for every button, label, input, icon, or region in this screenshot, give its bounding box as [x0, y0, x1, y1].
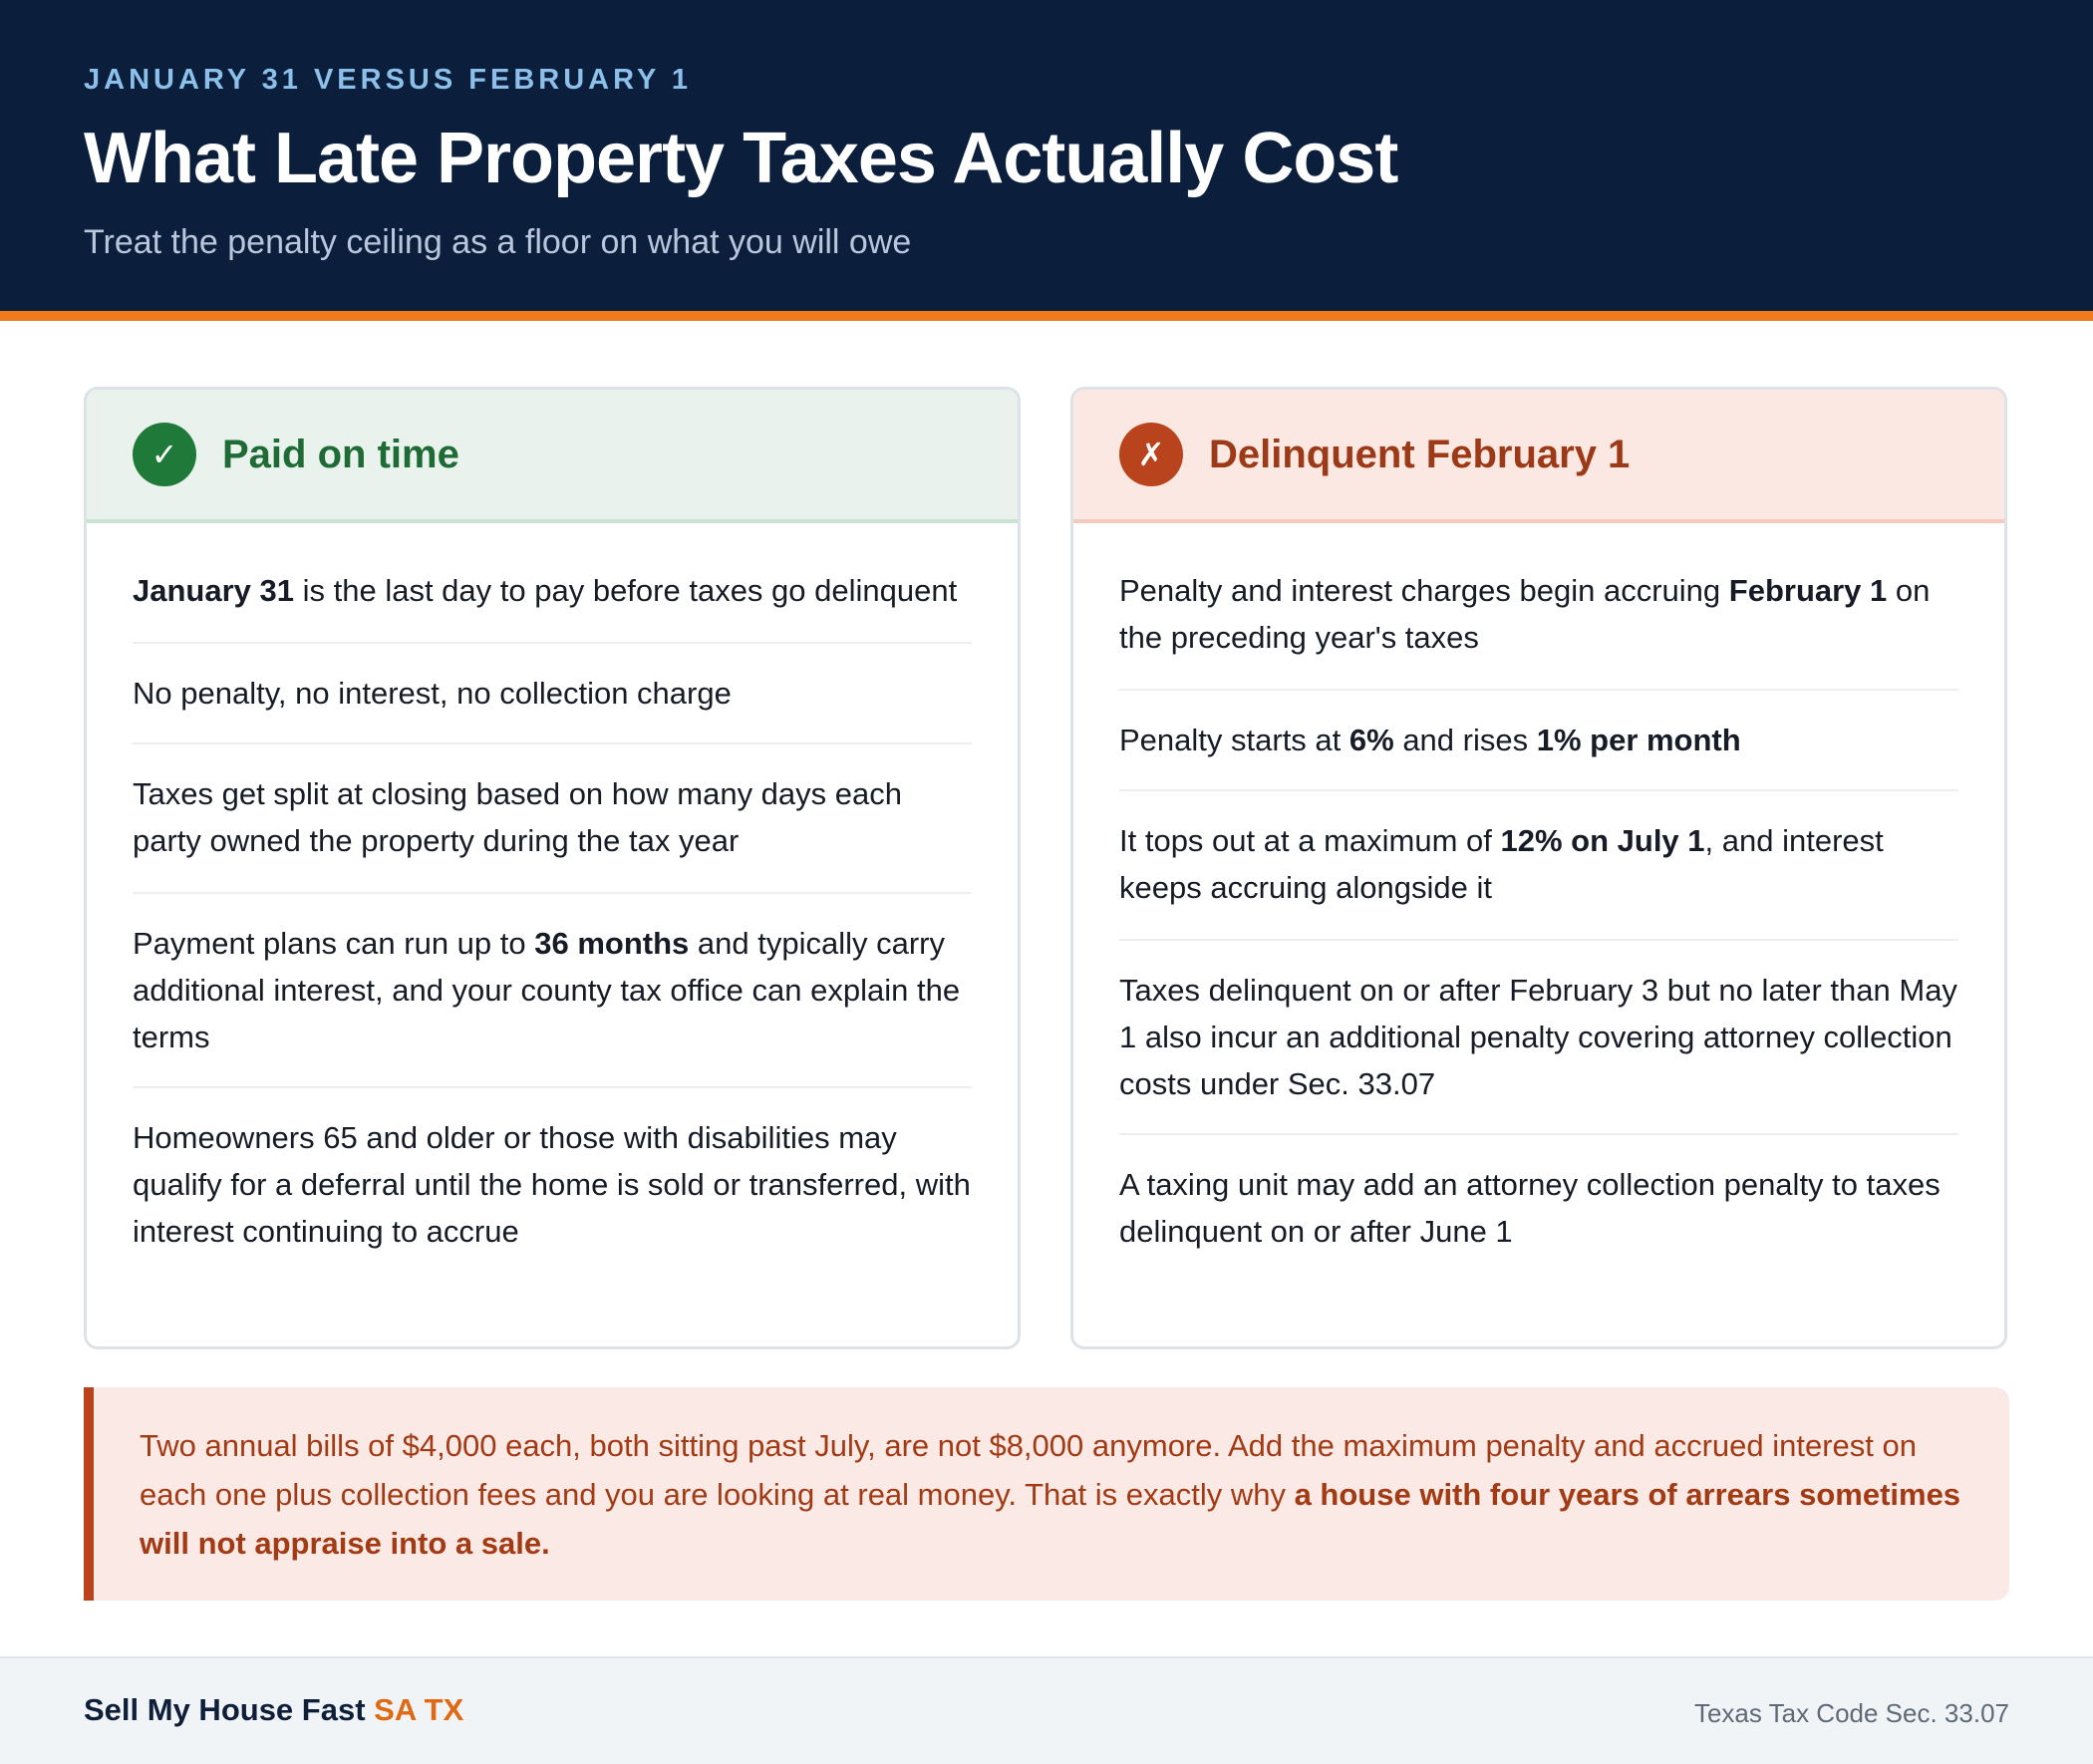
brand-accent: SA TX [374, 1692, 464, 1727]
paid-on-time-title: Paid on time [222, 432, 459, 476]
list-item: Homeowners 65 and older or those with di… [133, 1088, 972, 1281]
list-item: A taxing unit may add an attorney collec… [1119, 1135, 1958, 1281]
item-emphasis: 36 months [534, 926, 690, 961]
list-item: No penalty, no interest, no collection c… [133, 644, 972, 744]
list-item: Payment plans can run up to 36 months an… [133, 894, 972, 1088]
delinquent-title: Delinquent February 1 [1209, 432, 1631, 476]
delinquent-card: ✗ Delinquent February 1 Penalty and inte… [1070, 387, 2007, 1349]
item-text: is the last day to pay before taxes go d… [294, 573, 958, 608]
x-icon: ✗ [1119, 423, 1183, 486]
eyebrow-label: JANUARY 31 VERSUS FEBRUARY 1 [84, 64, 692, 96]
item-text: and rises [1393, 723, 1537, 757]
item-emphasis: 12% on July 1 [1500, 823, 1705, 858]
item-text: A taxing unit may add an attorney collec… [1119, 1167, 1941, 1249]
delinquent-header: ✗ Delinquent February 1 [1073, 390, 2004, 523]
callout-body: Two annual bills of $4,000 each, both si… [140, 1428, 1917, 1512]
paid-on-time-header: ✓ Paid on time [87, 390, 1018, 523]
list-item: Penalty and interest charges begin accru… [1119, 523, 1958, 691]
paid-on-time-card: ✓ Paid on time January 31 is the last da… [84, 387, 1021, 1349]
item-text: Payment plans can run up to [133, 926, 535, 961]
item-emphasis: January 31 [133, 573, 294, 608]
check-icon: ✓ [133, 423, 196, 486]
item-text: Taxes get split at closing based on how … [133, 776, 903, 858]
delinquent-list: Penalty and interest charges begin accru… [1073, 523, 2004, 1281]
header-divider [0, 311, 2093, 321]
item-emphasis: February 1 [1728, 573, 1888, 608]
list-item: It tops out at a maximum of 12% on July … [1119, 791, 1958, 941]
list-item: January 31 is the last day to pay before… [133, 523, 972, 644]
item-emphasis: 6% [1348, 723, 1394, 757]
callout-emphasis: a house with four years of arrears somet… [140, 1477, 1961, 1561]
item-text: No penalty, no interest, no collection c… [133, 676, 732, 711]
brand-name: Sell My House Fast [84, 1692, 375, 1727]
callout-text: Two annual bills of $4,000 each, both si… [140, 1421, 1963, 1568]
arrears-callout: Two annual bills of $4,000 each, both si… [84, 1387, 2009, 1601]
page-title: What Late Property Taxes Actually Cost [84, 119, 1398, 198]
item-text: Penalty and interest charges begin accru… [1119, 573, 1729, 608]
list-item: Penalty starts at 6% and rises 1% per mo… [1119, 691, 1958, 791]
item-text: Penalty starts at [1119, 723, 1349, 757]
source-citation: Texas Tax Code Sec. 33.07 [1693, 1698, 2009, 1728]
item-text: Homeowners 65 and older or those with di… [133, 1120, 971, 1249]
page-subtitle: Treat the penalty ceiling as a floor on … [84, 223, 912, 261]
item-text: It tops out at a maximum of [1119, 823, 1501, 858]
list-item: Taxes delinquent on or after February 3 … [1119, 941, 1958, 1135]
paid-on-time-list: January 31 is the last day to pay before… [87, 523, 1018, 1281]
header-banner: JANUARY 31 VERSUS FEBRUARY 1 What Late P… [0, 0, 2093, 311]
footer: Sell My House Fast SA TX Texas Tax Code … [0, 1656, 2093, 1764]
item-text: on the preceding year's taxes [1119, 573, 1931, 655]
brand-logo: Sell My House Fast SA TX [84, 1692, 463, 1728]
item-text: , and interest keeps accruing alongside … [1119, 823, 1884, 905]
list-item: Taxes get split at closing based on how … [133, 744, 972, 894]
item-emphasis: 1% per month [1536, 723, 1741, 757]
item-text: and typically carry additional interest,… [133, 926, 961, 1054]
item-text: Taxes delinquent on or after February 3 … [1119, 973, 1957, 1101]
